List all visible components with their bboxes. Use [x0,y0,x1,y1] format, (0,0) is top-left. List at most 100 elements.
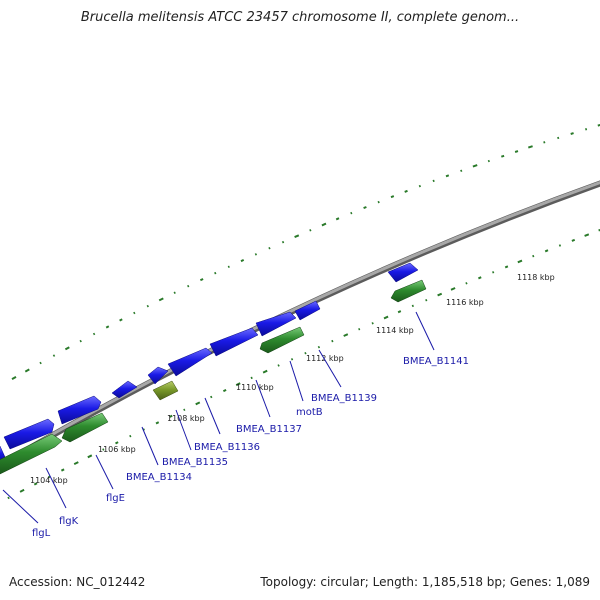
gene-label[interactable]: flgL [32,528,51,539]
gc-mark [383,315,389,320]
gc-mark [115,441,119,445]
leader-lines [2,311,435,524]
gc-mark [235,382,241,387]
gene-label[interactable]: BMEA_B1134 [126,472,192,483]
gc-mark [532,254,535,258]
gc-mark [183,408,186,412]
gc-mark [377,200,380,204]
leader-line [255,379,271,418]
gc-mark [487,159,490,163]
gc-mark [199,278,204,282]
feature-blue [255,311,297,337]
gene-label[interactable]: BMEA_B1139 [311,393,377,404]
gc-mark [210,395,213,399]
scale-label: 1118 kbp [517,273,555,282]
gc-mark [119,318,123,322]
gc-mark [437,292,443,297]
gc-mark [514,150,519,153]
gc-mark [570,132,574,135]
leader-line [204,397,221,435]
gc-mark [290,358,294,361]
gc-mark [294,234,300,239]
scale-label: 1116 kbp [446,298,484,307]
gc-mark [317,345,321,349]
scale-label: 1114 kbp [376,326,414,335]
gc-mark [584,233,590,237]
gc-mark [597,123,600,127]
scale-labels: 1104 kbp 1106 kbp 1108 kbp 1110 kbp 1112… [30,273,555,485]
gc-mark [544,249,549,253]
gene-label[interactable]: flgK [59,516,79,527]
backbone [0,180,600,466]
feature-track-forward [0,262,419,461]
gc-mark [222,388,227,393]
gc-mark [557,136,560,140]
leader-line [141,426,159,466]
gc-mark [187,284,190,288]
gene-label[interactable]: motB [296,407,323,418]
leader-line [415,311,435,351]
gc-mark [173,291,176,294]
gene-label[interactable]: BMEA_B1141 [403,356,469,367]
feature-blue [387,262,419,283]
gc-mark [105,325,110,329]
feature-green [259,326,305,354]
gc-mark [598,228,600,232]
gc-mark [19,488,25,493]
feature-blue [3,418,55,450]
gene-label[interactable]: BMEA_B1136 [194,442,260,453]
gc-mark [214,271,217,275]
feature-blue [147,366,169,385]
gc-mark [195,401,201,406]
gc-mark [584,128,588,131]
gc-mark [281,240,285,244]
gc-mark [79,339,82,343]
gc-mark [73,461,79,465]
gc-mark [425,298,428,302]
gc-mark [146,304,149,308]
feature-blue [294,300,321,321]
gc-mark [358,327,361,331]
gc-mark [343,333,349,337]
feature-blue [209,327,259,357]
leader-line [289,360,304,402]
gc-mark [309,229,312,232]
gc-mark [371,322,374,325]
gc-mark [558,244,562,247]
gc-mark [254,253,258,256]
gc-track-outer [11,123,600,380]
gene-label[interactable]: flgE [106,493,125,504]
feature-green [390,279,427,303]
gc-mark [268,246,271,250]
gc-mark [277,364,280,367]
gc-mark [504,265,509,269]
scale-label: 1104 kbp [30,476,68,485]
gc-mark [240,258,245,263]
gc-mark [363,206,367,210]
gc-mark [390,195,395,199]
gc-mark [411,304,414,308]
gc-mark [262,369,268,374]
gc-mark [169,414,173,418]
feature-blue [167,347,213,377]
gene-labels: flgL flgK flgE BMEA_B1134 BMEA_B1135 BME… [32,356,469,539]
gene-label[interactable]: BMEA_B1135 [162,457,228,468]
scale-label: 1106 kbp [98,445,136,454]
gc-mark [64,346,70,351]
gc-mark [11,376,17,380]
gc-mark [24,368,30,373]
leader-line [2,489,39,524]
gene-label[interactable]: BMEA_B1137 [236,424,302,435]
feature-green [0,433,63,475]
gc-mark [445,174,450,178]
gc-mark [465,282,468,285]
gc-mark [155,421,160,425]
gc-mark [543,141,546,144]
gc-mark [87,454,93,459]
gc-mark [227,265,230,269]
map-title: Brucella melitensis ATCC 23457 chromosom… [80,10,520,25]
feature-green [61,412,109,443]
gc-mark [404,189,408,193]
gc-mark [418,184,421,188]
